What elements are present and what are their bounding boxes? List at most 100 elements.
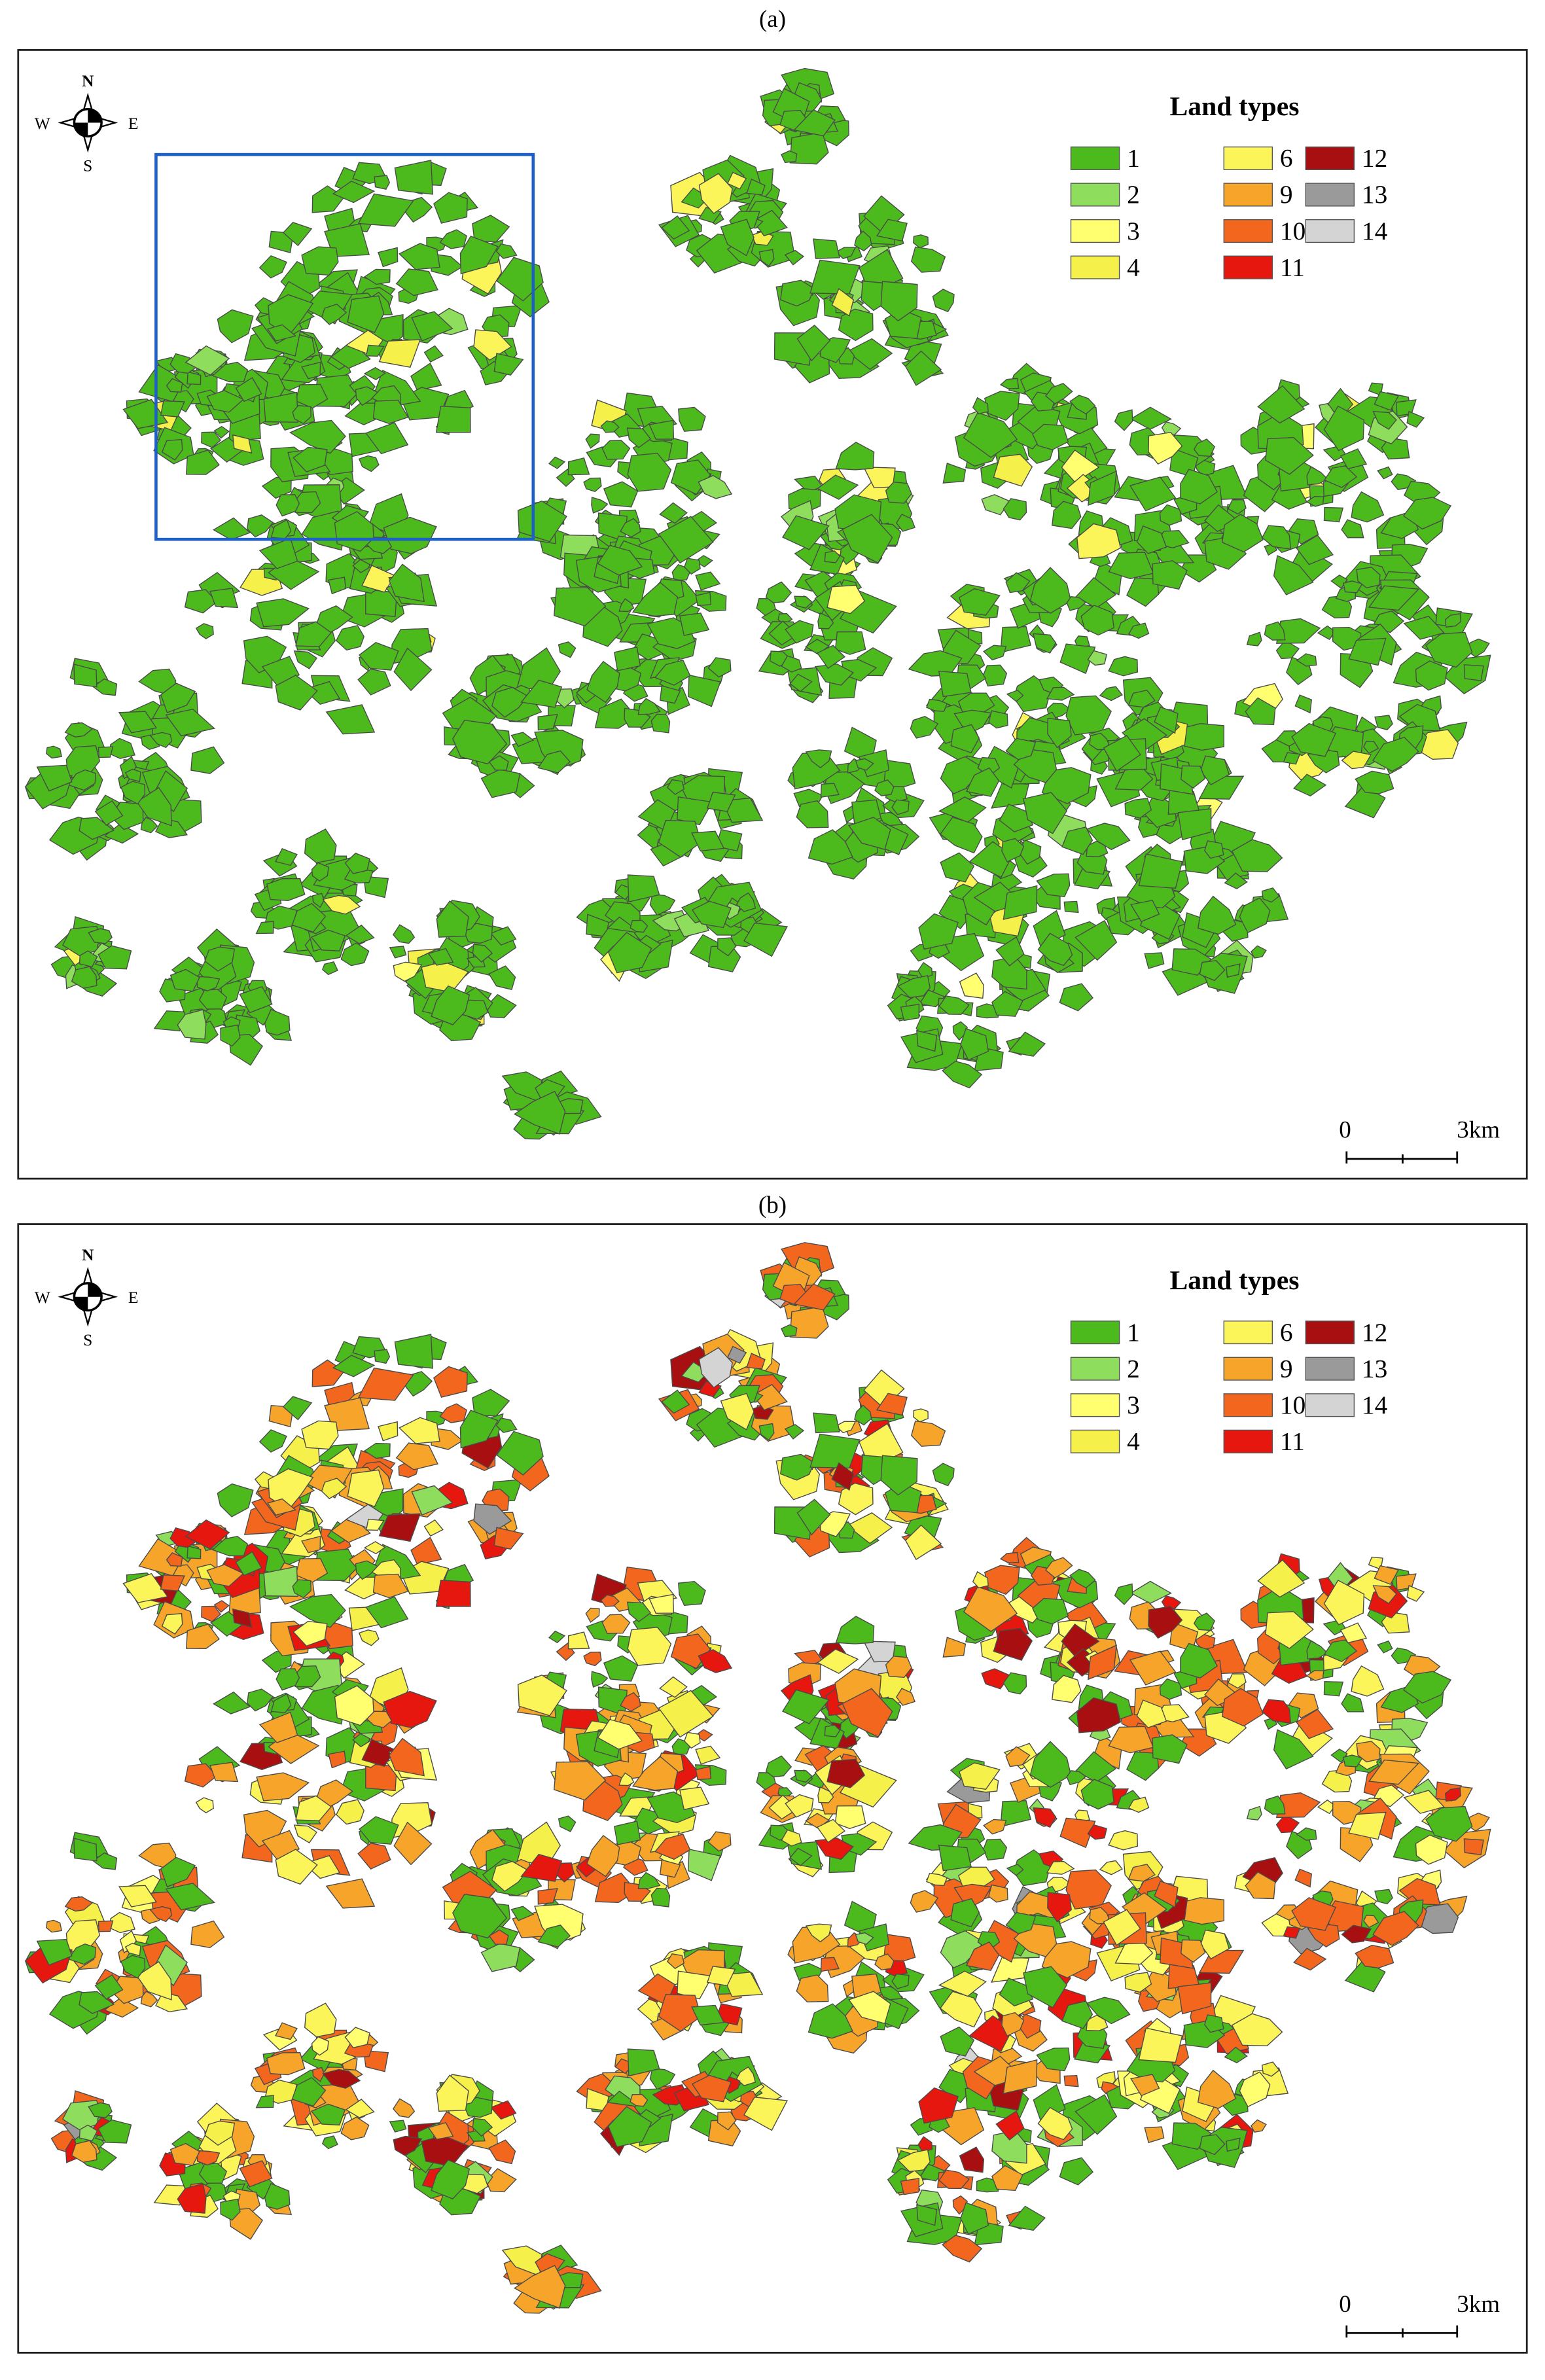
- field-patch: [1372, 1585, 1397, 1605]
- legend-swatch: [1070, 1429, 1120, 1453]
- field-patch: [607, 932, 652, 974]
- field-patch: [585, 433, 600, 449]
- legend-swatch: [1070, 1321, 1120, 1345]
- field-patch: [1396, 399, 1417, 417]
- field-patch: [695, 592, 712, 607]
- field-patch: [666, 1953, 685, 1970]
- field-patch: [900, 2178, 920, 2195]
- legend-swatch: [1070, 1393, 1120, 1417]
- field-patch: [910, 246, 946, 273]
- field-patch: [480, 769, 521, 798]
- field-patch: [472, 2118, 493, 2137]
- field-patch: [310, 929, 346, 951]
- field-patch: [325, 704, 376, 735]
- field-patch: [1177, 1982, 1212, 2015]
- field-patch: [717, 937, 737, 957]
- field-patch: [768, 620, 799, 646]
- field-patch: [1041, 767, 1092, 804]
- field-patch: [1402, 497, 1452, 530]
- field-patch: [591, 1671, 609, 1688]
- field-patch: [897, 975, 931, 998]
- field-patch: [842, 514, 893, 564]
- field-patch: [1074, 919, 1118, 961]
- field-patch: [1305, 1670, 1324, 1681]
- legend-label: 9: [1280, 180, 1293, 209]
- field-patch: [780, 150, 798, 164]
- field-patch: [433, 1366, 468, 1398]
- field-patch: [124, 1942, 141, 1957]
- field-patch: [1046, 686, 1075, 701]
- field-patch: [295, 621, 332, 647]
- field-patch: [1124, 798, 1152, 819]
- legend-label: 11: [1280, 253, 1305, 281]
- field-patch: [266, 1498, 297, 1516]
- field-patch: [627, 2048, 660, 2077]
- field-patch: [1264, 621, 1286, 641]
- field-patch: [842, 1688, 893, 1738]
- field-patch: [1103, 1909, 1141, 1946]
- field-patch: [185, 1519, 230, 1550]
- field-patch: [393, 647, 433, 692]
- field-patch: [1239, 2071, 1271, 2108]
- field-patch: [336, 1799, 364, 1825]
- field-patch: [982, 1838, 1008, 1861]
- field-patch: [789, 1847, 813, 1866]
- field-patch: [940, 852, 975, 883]
- field-patch: [1265, 1611, 1314, 1649]
- field-patch: [583, 1651, 602, 1667]
- field-patch: [1148, 1606, 1183, 1639]
- field-patch: [321, 1478, 347, 1499]
- field-patch: [1052, 1675, 1082, 1703]
- legend-label: 13: [1362, 1354, 1387, 1383]
- field-patch: [46, 1919, 63, 1933]
- field-patch: [270, 1693, 292, 1713]
- field-patch: [1129, 476, 1177, 512]
- field-patch: [991, 781, 1030, 809]
- field-patch: [212, 517, 251, 541]
- field-patch: [459, 236, 499, 275]
- field-patch: [926, 1873, 948, 1887]
- field-patch: [46, 745, 63, 759]
- field-patch: [746, 178, 766, 196]
- field-patch: [374, 175, 391, 190]
- field-patch: [959, 588, 1001, 616]
- field-patch: [472, 944, 493, 963]
- field-patch: [691, 900, 732, 929]
- field-patch: [1148, 431, 1183, 465]
- field-patch: [826, 1758, 866, 1788]
- field-patch: [707, 1831, 732, 1852]
- field-patch: [1323, 1579, 1365, 1625]
- field-patch: [854, 230, 872, 252]
- field-patch: [952, 1021, 968, 1041]
- field-patch: [94, 1974, 124, 2000]
- field-patch: [1059, 983, 1094, 1012]
- field-patch: [904, 1524, 942, 1561]
- compass-e: E: [128, 1288, 139, 1307]
- legend-label: 3: [1127, 217, 1140, 245]
- field-patch: [601, 1614, 631, 1634]
- field-patch: [707, 791, 736, 812]
- field-patch: [826, 584, 866, 614]
- field-patch: [347, 1469, 385, 1508]
- field-patch: [966, 1941, 1000, 1972]
- field-patch: [1130, 1580, 1172, 1605]
- field-patch: [184, 589, 218, 614]
- field-patch: [808, 2003, 853, 2039]
- field-patch: [614, 646, 641, 671]
- compass: N S W E: [35, 71, 139, 175]
- field-patch: [1076, 523, 1122, 559]
- field-patch: [695, 1766, 712, 1781]
- field-patch: [1138, 2027, 1183, 2063]
- field-patch: [1199, 960, 1226, 982]
- compass-s: S: [83, 156, 92, 175]
- field-patch: [345, 924, 375, 944]
- field-patch: [264, 1008, 291, 1036]
- field-patch: [780, 1453, 815, 1481]
- field-patch: [389, 946, 407, 959]
- field-patch: [1061, 2000, 1093, 2029]
- field-patch: [247, 514, 274, 538]
- field-patch: [256, 1772, 310, 1802]
- field-patch: [695, 571, 721, 591]
- field-patch: [36, 764, 73, 792]
- field-patch: [1221, 514, 1264, 553]
